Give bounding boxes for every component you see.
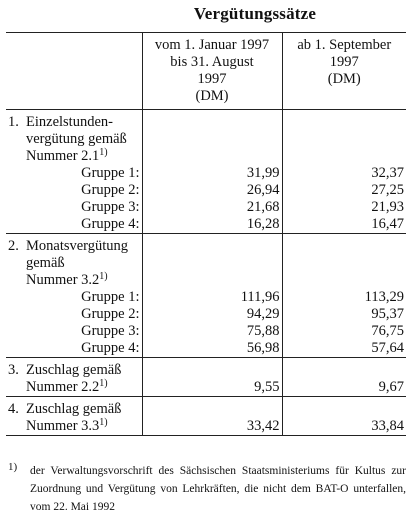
section-2-label: 2. Monatsvergütung gemäß Nummer 3.21) [8,238,129,288]
section-3-row: 3. Zuschlag gemäß Nummer 2.21) 9,55 9,67 [6,357,406,397]
section-1-label: 1. Einzelstunden- vergütung gemäß Nummer… [6,109,142,165]
header-period-1: vom 1. Januar 1997 bis 31. August 1997 (… [141,32,282,110]
footnote-mark: 1) [8,461,18,473]
header-empty [6,32,142,110]
section-2-head: 2. Monatsvergütung gemäß Nummer 3.21) [6,233,406,289]
table-row: Gruppe 1: 111,96 113,29 [81,289,406,306]
footnote: 1) der Verwaltungsvorschrift des Sächsis… [8,461,406,516]
table-row: Gruppe 3: 21,68 21,93 [81,199,406,216]
footnote-ref: 1) [99,417,108,428]
rates-table: vom 1. Januar 1997 bis 31. August 1997 (… [6,32,406,436]
section-4-label: 4. Zuschlag gemäß Nummer 3.31) [6,396,142,436]
header-row: vom 1. Januar 1997 bis 31. August 1997 (… [6,32,406,110]
table-row: Gruppe 3: 75,88 76,75 [81,323,406,340]
footnote-ref: 1) [99,378,108,389]
table-row: Gruppe 1: 31,99 32,37 [81,165,406,182]
table-row: Gruppe 4: 16,28 16,47 [6,216,406,234]
section-4-row: 4. Zuschlag gemäß Nummer 3.31) 33,42 33,… [6,396,406,436]
footnote-text: der Verwaltungsvorschrift des Sächsische… [30,465,406,513]
header-period-2: ab 1. September 1997 (DM) [281,32,406,110]
section-1-head: 1. Einzelstunden- vergütung gemäß Nummer… [6,109,406,165]
table-row: Gruppe 2: 26,94 27,25 [81,182,406,199]
page-title: Vergütungssätze [193,4,317,23]
section-3-label: 3. Zuschlag gemäß Nummer 2.21) [6,357,142,397]
table-row: Gruppe 2: 94,29 95,37 [81,306,406,323]
table-row: Gruppe 4: 56,98 57,64 [6,340,406,358]
footnote-ref: 1) [99,271,108,282]
footnote-ref: 1) [99,147,108,158]
